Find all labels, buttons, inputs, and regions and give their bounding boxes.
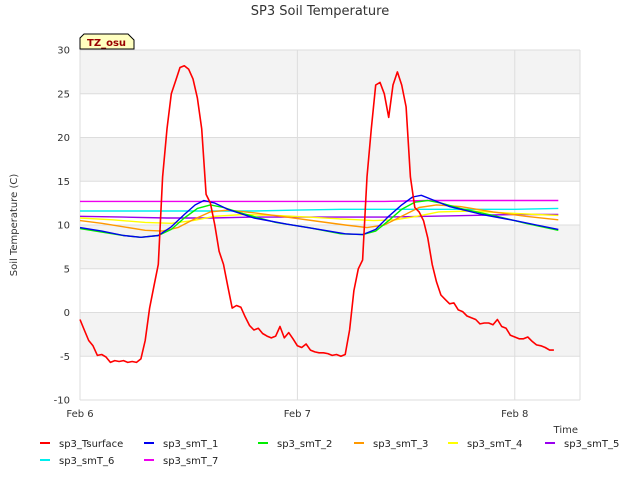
legend-entry: sp3_smT_5 bbox=[564, 439, 619, 450]
y-axis: -10 -5 0 5 10 15 20 25 30 bbox=[54, 46, 70, 407]
station-badge: TZ_osu bbox=[79, 33, 135, 50]
background-band bbox=[80, 93, 580, 138]
series-line-sp3-smT-1 bbox=[79, 194, 559, 239]
y-tick-label: 15 bbox=[57, 177, 70, 188]
y-tick-label: -10 bbox=[54, 396, 70, 407]
chart-title: SP3 Soil Temperature bbox=[251, 4, 389, 19]
station-badge-label: TZ_osu bbox=[87, 38, 126, 49]
background-band bbox=[80, 137, 580, 182]
x-axis: Feb 6 Feb 7 Feb 8 bbox=[66, 409, 528, 420]
y-tick-label: 10 bbox=[57, 221, 70, 232]
x-tick-label: Feb 8 bbox=[501, 409, 528, 420]
y-tick-label: 20 bbox=[57, 133, 70, 144]
y-tick-label: 0 bbox=[64, 308, 70, 319]
legend-entry: sp3_smT_7 bbox=[163, 456, 218, 467]
legend-entry: sp3_smT_2 bbox=[277, 439, 332, 450]
legend-entry: sp3_smT_4 bbox=[467, 439, 522, 450]
grid-lines bbox=[79, 49, 581, 401]
background-band bbox=[80, 356, 580, 400]
legend-entry: sp3_Tsurface bbox=[59, 439, 123, 450]
y-tick-label: 5 bbox=[64, 264, 70, 275]
background-band bbox=[80, 268, 580, 313]
legend-entry: sp3_smT_1 bbox=[163, 439, 218, 450]
series-layer bbox=[79, 65, 559, 364]
y-tick-label: 30 bbox=[57, 46, 70, 57]
legend-entry: sp3_smT_3 bbox=[373, 439, 428, 450]
x-axis-label: Time bbox=[553, 425, 578, 436]
x-tick-label: Feb 7 bbox=[284, 409, 311, 420]
legend: sp3_Tsurface sp3_smT_1 sp3_smT_2 sp3_smT_3 s… bbox=[40, 439, 619, 467]
y-tick-label: 25 bbox=[57, 89, 70, 100]
legend-entry: sp3_smT_6 bbox=[59, 456, 114, 467]
series-line-sp3-smT-7 bbox=[80, 199, 559, 203]
series-line-sp3-Tsurface bbox=[79, 65, 554, 364]
y-tick-label: -5 bbox=[60, 352, 70, 363]
background-band bbox=[80, 312, 580, 357]
x-tick-label: Feb 6 bbox=[66, 409, 93, 420]
background-band bbox=[80, 50, 580, 94]
y-axis-label: Soil Temperature (C) bbox=[9, 174, 20, 277]
